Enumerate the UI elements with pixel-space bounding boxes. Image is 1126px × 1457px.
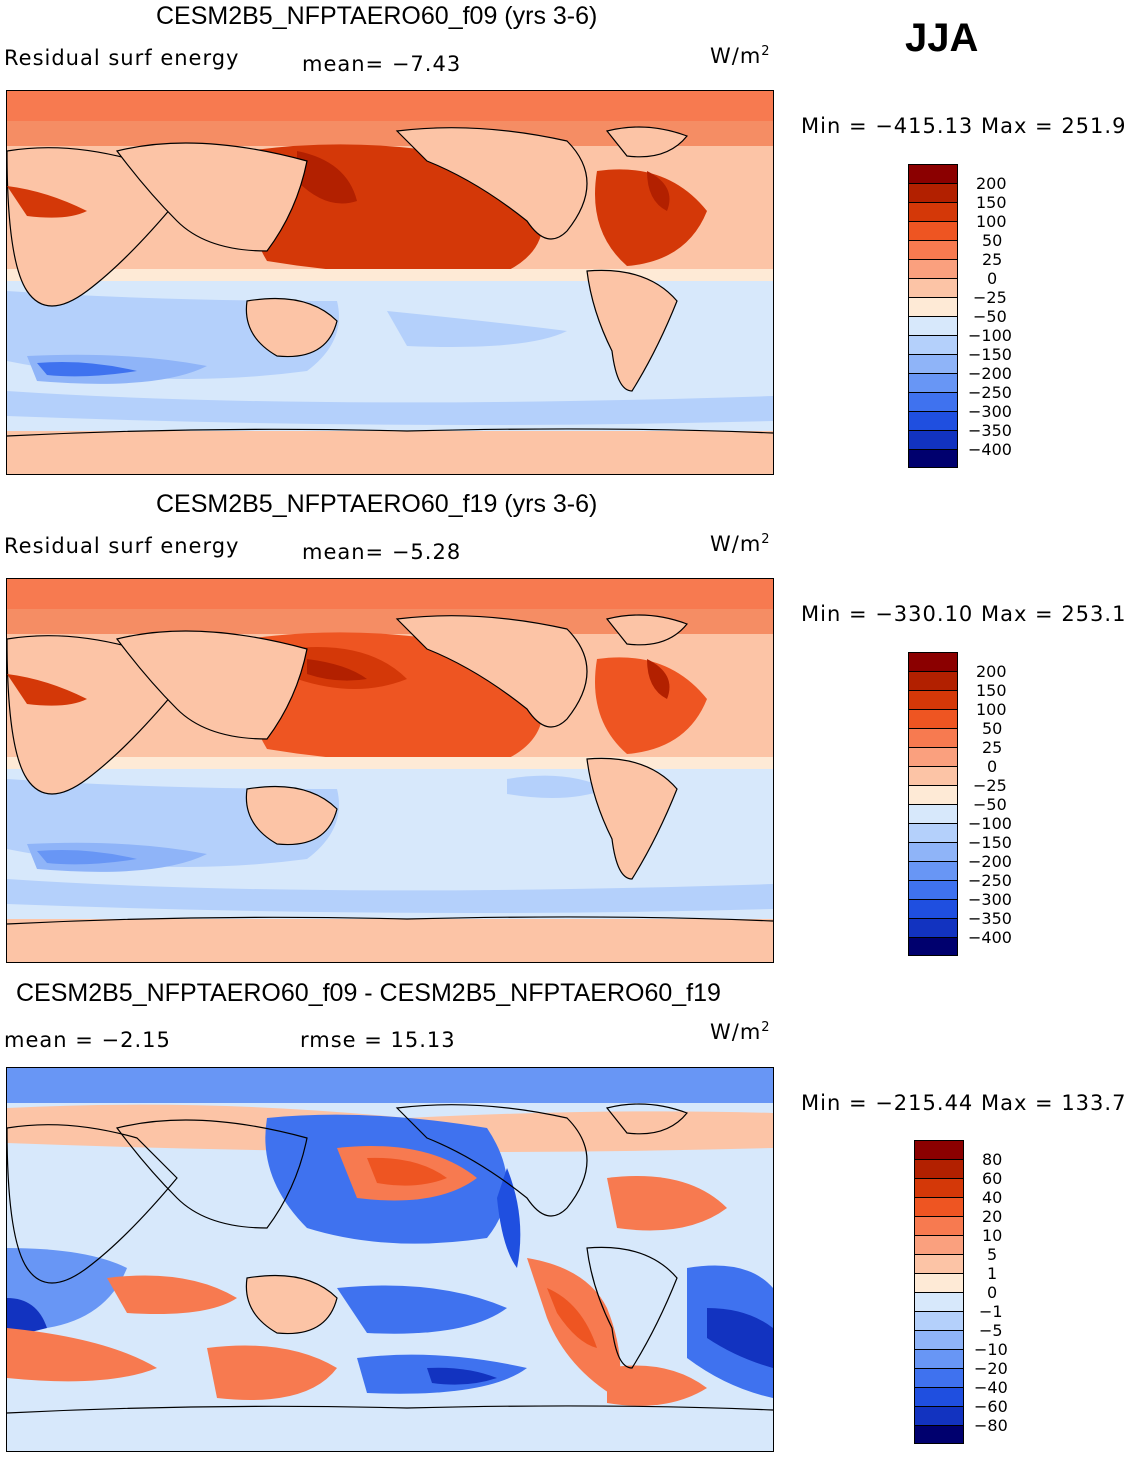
panel3-tick: 60: [982, 1169, 1003, 1188]
panel2-map: [6, 578, 774, 963]
panel1-tick: 100: [976, 212, 1007, 231]
panel1-variable: Residual surf energy: [4, 46, 240, 70]
panel2-tick: 200: [976, 662, 1007, 681]
panel3-tick: −5: [979, 1321, 1003, 1340]
panel2-tick: −250: [968, 871, 1012, 890]
panel2-tick: 25: [982, 738, 1003, 757]
panel1-tick: −350: [968, 421, 1012, 440]
panel2-tick: 100: [976, 700, 1007, 719]
panel2-tick: −400: [968, 928, 1012, 947]
panel2-title: CESM2B5_NFPTAERO60_f19 (yrs 3-6): [156, 490, 598, 518]
panel3-tick: 20: [982, 1207, 1003, 1226]
panel3-tick: 1: [987, 1264, 998, 1283]
panel1-tick: −300: [968, 402, 1012, 421]
panel1-tick: 25: [982, 250, 1003, 269]
panel3-tick: −80: [974, 1416, 1008, 1435]
panel2-units: W/m2: [710, 532, 771, 556]
panel2-tick: −200: [968, 852, 1012, 871]
panel2-mean: mean= −5.28: [302, 540, 462, 564]
panel2-tick: 0: [987, 757, 998, 776]
panel1-map: [6, 90, 774, 475]
panel3-tick: 10: [982, 1226, 1003, 1245]
panel1-mean: mean= −7.43: [302, 52, 462, 76]
panel1-tick: −400: [968, 440, 1012, 459]
panel1-colorbar: [908, 164, 958, 468]
panel1-tick: −25: [973, 288, 1007, 307]
panel2-tick: −50: [973, 795, 1007, 814]
panel3-minmax: Min = −215.44 Max = 133.73: [801, 1091, 1126, 1115]
panel3-units: W/m2: [710, 1020, 771, 1044]
panel1-map-svg: [7, 91, 773, 474]
panel1-tick: −250: [968, 383, 1012, 402]
panel1-units: W/m2: [710, 44, 771, 68]
panel2-tick: −350: [968, 909, 1012, 928]
panel3-tick: 40: [982, 1188, 1003, 1207]
panel1-minmax: Min = −415.13 Max = 251.96: [801, 114, 1126, 138]
panel3-mean: mean = −2.15: [4, 1028, 171, 1052]
panel1-tick: 150: [976, 193, 1007, 212]
panel3-title: CESM2B5_NFPTAERO60_f09 - CESM2B5_NFPTAER…: [16, 979, 721, 1007]
panel2-tick: 50: [982, 719, 1003, 738]
panel3-tick: −20: [974, 1359, 1008, 1378]
panel3-tick: −60: [974, 1397, 1008, 1416]
panel3-map-svg: [7, 1068, 773, 1451]
panel1-tick: −200: [968, 364, 1012, 383]
panel3-rmse: rmse = 15.13: [300, 1028, 456, 1052]
panel1-title: CESM2B5_NFPTAERO60_f09 (yrs 3-6): [156, 2, 598, 30]
panel2-colorbar: [908, 652, 958, 956]
panel2-tick: 150: [976, 681, 1007, 700]
panel1-tick: 50: [982, 231, 1003, 250]
panel3-tick: 5: [987, 1245, 998, 1264]
panel3-tick: 0: [987, 1283, 998, 1302]
panel1-tick: 200: [976, 174, 1007, 193]
panel3-tick: 80: [982, 1150, 1003, 1169]
panel1-tick: 0: [987, 269, 998, 288]
season-label: JJA: [905, 16, 979, 60]
panel2-tick: −150: [968, 833, 1012, 852]
panel1-tick: −100: [968, 326, 1012, 345]
panel2-minmax: Min = −330.10 Max = 253.18: [801, 602, 1126, 626]
panel1-tick: −50: [973, 307, 1007, 326]
panel2-tick: −25: [973, 776, 1007, 795]
panel2-tick: −100: [968, 814, 1012, 833]
panel2-tick: −300: [968, 890, 1012, 909]
panel3-tick: −10: [974, 1340, 1008, 1359]
panel2-variable: Residual surf energy: [4, 534, 240, 558]
panel3-colorbar: [914, 1140, 964, 1444]
panel1-tick: −150: [968, 345, 1012, 364]
panel3-tick: −1: [979, 1302, 1003, 1321]
panel2-map-svg: [7, 579, 773, 962]
panel3-map: [6, 1067, 774, 1452]
panel3-tick: −40: [974, 1378, 1008, 1397]
